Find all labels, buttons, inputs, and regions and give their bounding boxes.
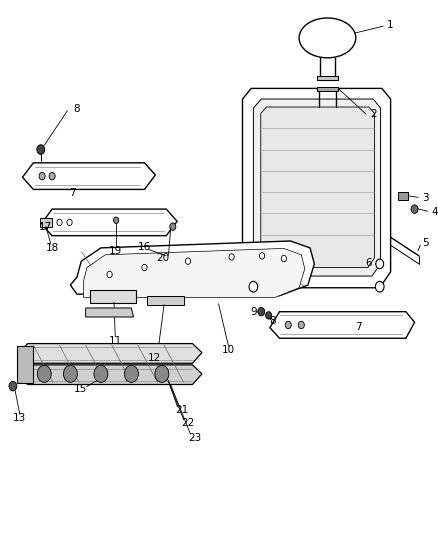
- Text: 1: 1: [386, 20, 393, 30]
- Text: 17: 17: [39, 222, 52, 232]
- Circle shape: [410, 205, 417, 213]
- Polygon shape: [146, 296, 183, 305]
- Polygon shape: [316, 76, 338, 80]
- Circle shape: [375, 259, 383, 269]
- Circle shape: [257, 308, 264, 316]
- Ellipse shape: [298, 18, 355, 58]
- Polygon shape: [90, 290, 135, 303]
- Circle shape: [67, 219, 72, 225]
- Text: 2: 2: [369, 109, 376, 119]
- Polygon shape: [398, 192, 407, 200]
- Circle shape: [281, 255, 286, 262]
- Circle shape: [94, 366, 108, 382]
- Circle shape: [39, 172, 45, 180]
- Polygon shape: [260, 107, 374, 268]
- Text: 9: 9: [250, 306, 256, 317]
- Circle shape: [57, 219, 62, 225]
- Circle shape: [155, 366, 169, 382]
- Text: 23: 23: [187, 433, 201, 443]
- Text: 8: 8: [269, 316, 276, 326]
- Polygon shape: [22, 163, 155, 189]
- Circle shape: [265, 312, 271, 319]
- Text: 18: 18: [46, 243, 59, 253]
- Circle shape: [248, 281, 257, 292]
- Circle shape: [285, 321, 291, 329]
- Text: 7: 7: [69, 188, 76, 198]
- Circle shape: [37, 366, 51, 382]
- Polygon shape: [316, 87, 338, 91]
- Circle shape: [9, 381, 17, 391]
- Circle shape: [259, 253, 264, 259]
- Text: 5: 5: [421, 238, 428, 247]
- Text: 16: 16: [138, 242, 151, 252]
- Polygon shape: [85, 308, 133, 317]
- Circle shape: [170, 223, 176, 230]
- Polygon shape: [18, 365, 201, 384]
- Circle shape: [113, 217, 119, 223]
- Text: 3: 3: [421, 193, 428, 204]
- Text: 20: 20: [156, 253, 170, 263]
- Circle shape: [37, 145, 45, 155]
- Polygon shape: [242, 88, 390, 288]
- Text: 4: 4: [430, 207, 437, 217]
- Text: 19: 19: [108, 246, 122, 255]
- Polygon shape: [269, 312, 413, 338]
- Text: 13: 13: [13, 413, 26, 423]
- Polygon shape: [83, 248, 304, 297]
- Circle shape: [107, 271, 112, 278]
- Text: 12: 12: [147, 353, 160, 364]
- Polygon shape: [41, 209, 177, 236]
- Polygon shape: [40, 217, 52, 227]
- Text: 6: 6: [365, 258, 371, 268]
- Circle shape: [229, 254, 234, 260]
- Text: 11: 11: [108, 336, 122, 346]
- Polygon shape: [18, 344, 201, 364]
- Circle shape: [185, 258, 190, 264]
- Text: 7: 7: [354, 321, 360, 332]
- Text: 22: 22: [181, 418, 194, 429]
- Circle shape: [297, 321, 304, 329]
- Text: 8: 8: [73, 103, 79, 114]
- Polygon shape: [253, 99, 380, 276]
- Circle shape: [141, 264, 147, 271]
- Circle shape: [374, 281, 383, 292]
- Polygon shape: [70, 241, 314, 296]
- Circle shape: [49, 172, 55, 180]
- Text: 21: 21: [174, 405, 188, 415]
- Circle shape: [63, 366, 77, 382]
- Text: 15: 15: [74, 384, 87, 394]
- Circle shape: [124, 366, 138, 382]
- Text: 10: 10: [221, 345, 234, 356]
- Polygon shape: [17, 346, 33, 383]
